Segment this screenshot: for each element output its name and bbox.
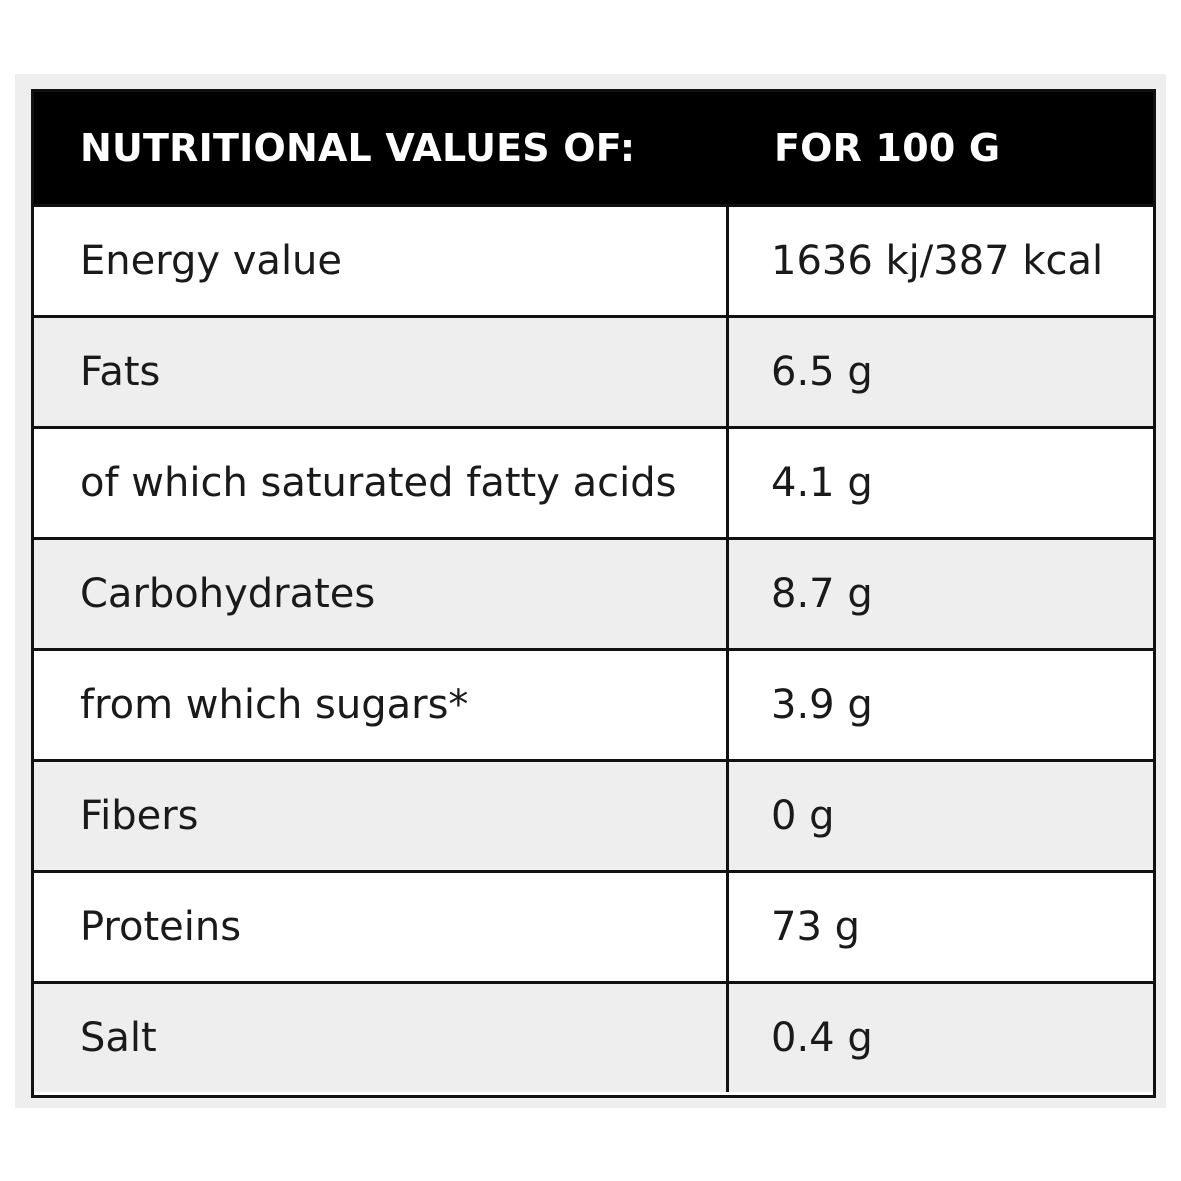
row-value: 8.7 g bbox=[771, 571, 873, 617]
table-row-salt: Salt 0.4 g bbox=[34, 981, 1153, 1092]
row-value: 0.4 g bbox=[771, 1015, 873, 1061]
row-label: Proteins bbox=[34, 873, 729, 981]
row-value: 3.9 g bbox=[771, 682, 873, 728]
row-label: Carbohydrates bbox=[34, 540, 729, 648]
row-label: Salt bbox=[34, 984, 729, 1092]
table-row-fibers: Fibers 0 g bbox=[34, 759, 1153, 870]
row-label: Energy value bbox=[34, 207, 729, 315]
table-row-fats: Fats 6.5 g bbox=[34, 315, 1153, 426]
table-row-sugars: from which sugars* 3.9 g bbox=[34, 648, 1153, 759]
row-value: 4.1 g bbox=[771, 460, 873, 506]
row-label: of which saturated fatty acids bbox=[34, 429, 729, 537]
row-value: 73 g bbox=[771, 904, 861, 950]
row-value: 1636 kj/387 kcal bbox=[771, 238, 1104, 284]
table-body: Energy value 1636 kj/387 kcal Fats 6.5 g… bbox=[34, 204, 1153, 1092]
row-label: Fats bbox=[34, 318, 729, 426]
row-label: from which sugars* bbox=[34, 651, 729, 759]
row-value: 6.5 g bbox=[771, 349, 873, 395]
nutrition-table: NUTRITIONAL VALUES OF: FOR 100 G Energy … bbox=[31, 89, 1156, 1098]
header-per-100g: FOR 100 G bbox=[774, 126, 1001, 170]
header-nutritional-values: NUTRITIONAL VALUES OF: bbox=[80, 126, 636, 170]
table-header-row: NUTRITIONAL VALUES OF: FOR 100 G bbox=[34, 92, 1153, 204]
table-row-proteins: Proteins 73 g bbox=[34, 870, 1153, 981]
row-label: Fibers bbox=[34, 762, 729, 870]
row-value: 0 g bbox=[771, 793, 835, 839]
table-row-saturated-fatty-acids: of which saturated fatty acids 4.1 g bbox=[34, 426, 1153, 537]
table-row-carbohydrates: Carbohydrates 8.7 g bbox=[34, 537, 1153, 648]
table-row-energy: Energy value 1636 kj/387 kcal bbox=[34, 204, 1153, 315]
